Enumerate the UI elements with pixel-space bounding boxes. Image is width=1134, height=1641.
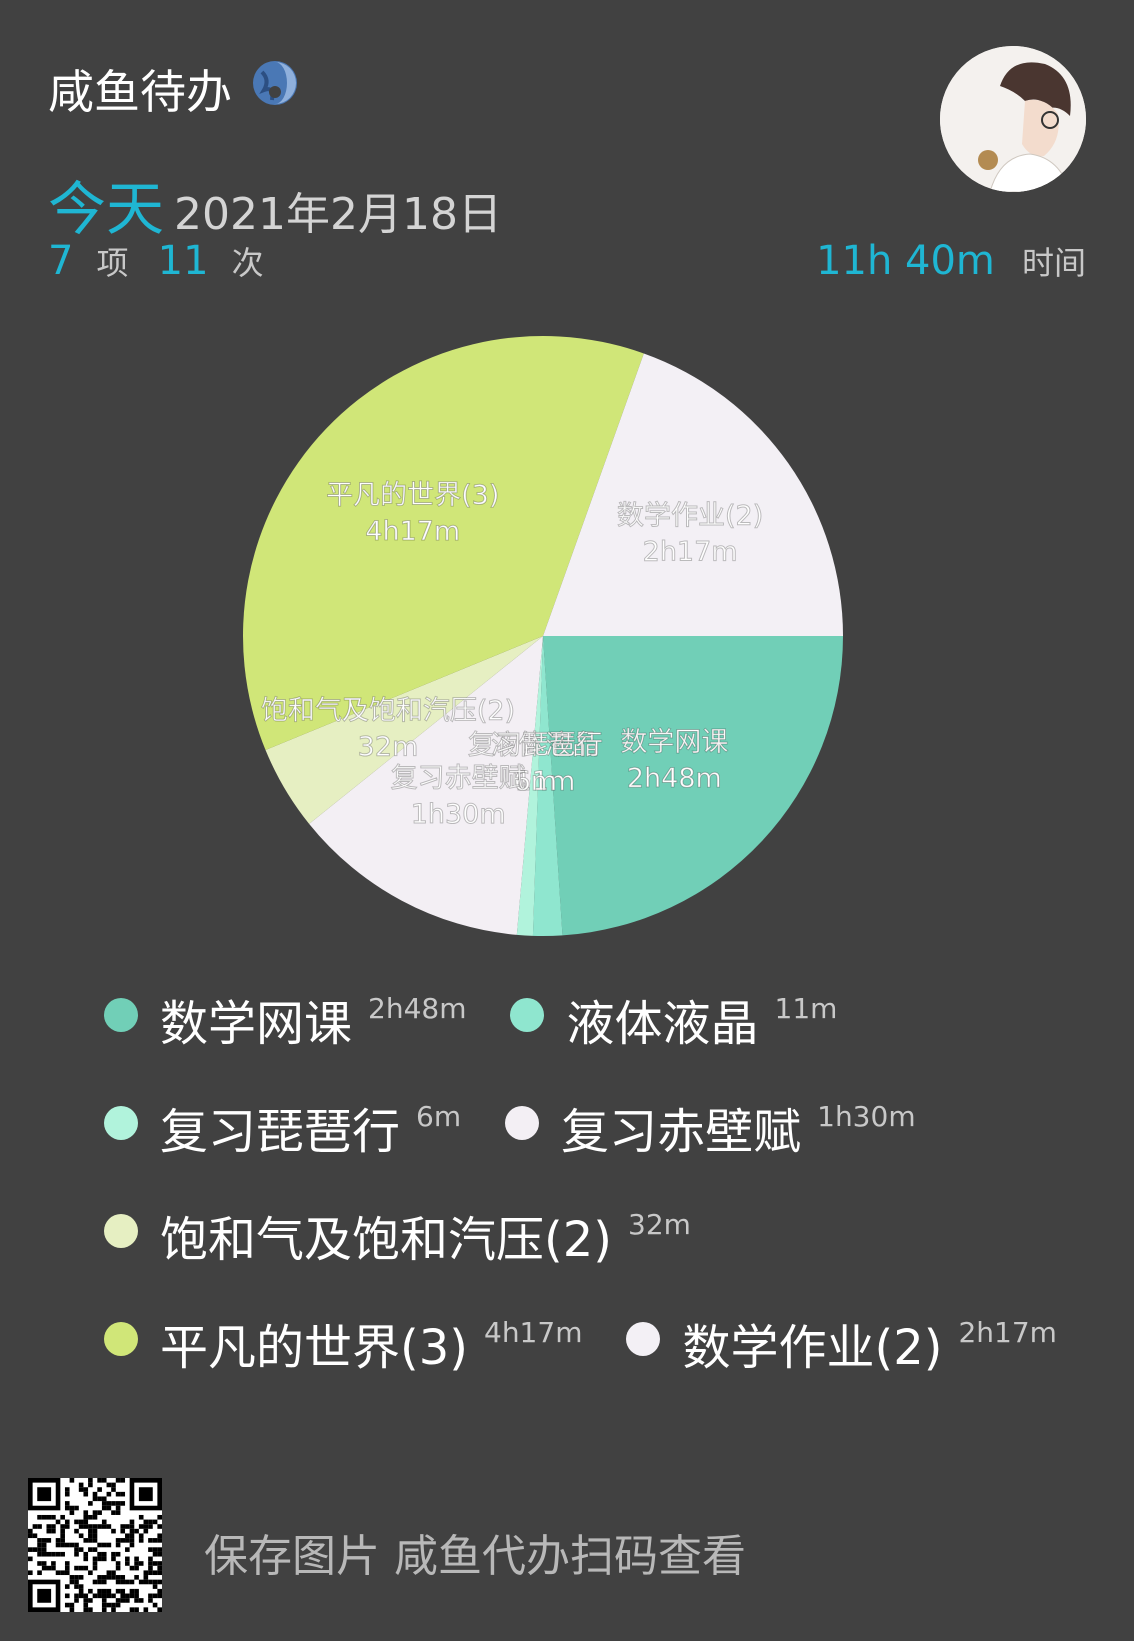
legend-color-dot xyxy=(104,1322,138,1356)
legend-color-dot xyxy=(104,1214,138,1248)
qr-code-icon[interactable] xyxy=(28,1478,162,1612)
slice-label-value: 4h17m xyxy=(365,516,460,547)
item-count: 7 xyxy=(48,238,74,284)
legend-time: 1h30m xyxy=(817,1100,916,1133)
date-row: 今天 2021年2月18日 xyxy=(48,162,502,246)
app-title: 咸鱼待办 xyxy=(48,65,232,119)
today-label: 今天 xyxy=(48,175,165,243)
legend-time: 11m xyxy=(774,992,838,1025)
date-text: 2021年2月18日 xyxy=(174,189,502,240)
slice-label-name: 饱和气及饱和汽压(2) xyxy=(261,696,515,727)
legend-name: 复习赤壁赋 xyxy=(561,1104,802,1160)
legend-time: 6m xyxy=(416,1100,462,1133)
item-unit: 项 xyxy=(96,244,129,282)
slice-label-value: 11m xyxy=(515,766,576,797)
slice-label-value: 1h30m xyxy=(411,799,506,830)
legend-time: 2h48m xyxy=(368,992,467,1025)
slice-label-name: 平凡的世界(3) xyxy=(326,480,499,511)
slice-label-value: 2h48m xyxy=(627,763,722,794)
session-count: 11 xyxy=(157,238,209,284)
legend-color-dot xyxy=(505,1106,540,1140)
footer-text: 保存图片 咸鱼代办扫码查看 xyxy=(204,1531,746,1582)
legend-name: 复习琵琶行 xyxy=(160,1104,401,1160)
legend-name: 平凡的世界(3) xyxy=(160,1320,468,1376)
session-unit: 次 xyxy=(231,244,264,282)
counts-row: 7 项 11 次 xyxy=(48,238,264,284)
pie-slice[interactable] xyxy=(543,353,843,636)
legend-name: 数学作业(2) xyxy=(682,1320,943,1376)
legend-time: 4h17m xyxy=(484,1316,583,1349)
legend-name: 饱和气及饱和汽压(2) xyxy=(160,1212,612,1268)
slice-label-value: 2h17m xyxy=(643,536,738,567)
legend-color-dot xyxy=(626,1322,661,1356)
slice-label-name: 数学作业(2) xyxy=(617,500,763,531)
legend-time: 32m xyxy=(628,1208,691,1241)
pie-slice[interactable] xyxy=(543,636,843,936)
avatar[interactable] xyxy=(940,46,1086,192)
avatar-illustration-icon xyxy=(940,46,1086,192)
legend-name: 液体液晶 xyxy=(566,996,759,1052)
slice-label-name: 数学网课 xyxy=(620,727,728,758)
slice-label-value: 6m xyxy=(514,766,557,797)
pie-slice[interactable] xyxy=(516,636,543,936)
pie-slice[interactable] xyxy=(243,335,644,751)
total-time-row: 11h 40m 时间 xyxy=(816,238,1086,284)
pie-slice[interactable] xyxy=(309,636,543,935)
total-time: 11h 40m xyxy=(816,238,995,284)
total-time-unit: 时间 xyxy=(1021,244,1086,282)
slice-label-value: 32m xyxy=(358,732,419,763)
legend-name: 数学网课 xyxy=(160,996,353,1052)
legend-color-dot xyxy=(510,998,545,1032)
legend-time: 2h17m xyxy=(958,1316,1057,1349)
legend-color-dot xyxy=(104,1106,138,1140)
globe-icon xyxy=(253,61,297,105)
legend-color-dot xyxy=(104,998,138,1032)
slice-label-name: 液体液晶 xyxy=(491,730,599,761)
slice-label-name: 复习赤壁赋 xyxy=(391,763,526,794)
pie-slice[interactable] xyxy=(265,636,543,824)
slice-label-name: 复习琵琶行 xyxy=(468,730,603,761)
pie-slice[interactable] xyxy=(532,636,563,937)
